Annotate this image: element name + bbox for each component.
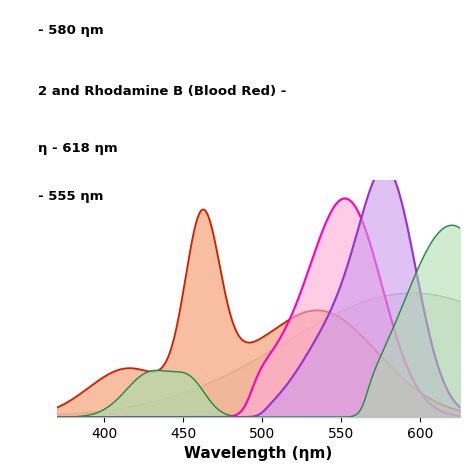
- Text: - 580 ηm: - 580 ηm: [38, 24, 103, 36]
- X-axis label: Wavelength (ηm): Wavelength (ηm): [184, 447, 332, 461]
- Text: η - 618 ηm: η - 618 ηm: [38, 142, 118, 155]
- Text: 2 and Rhodamine B (Blood Red) -: 2 and Rhodamine B (Blood Red) -: [38, 85, 286, 98]
- Text: - 555 ηm: - 555 ηm: [38, 190, 103, 202]
